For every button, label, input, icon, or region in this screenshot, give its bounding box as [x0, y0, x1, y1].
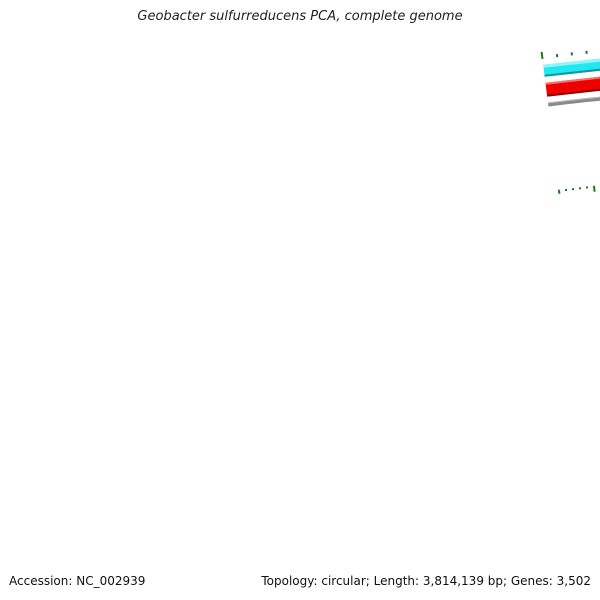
genome-title: Geobacter sulfurreducens PCA, complete g… — [137, 9, 463, 24]
gene-block-highlight — [543, 58, 600, 68]
scale-tick — [593, 185, 596, 192]
genome-summary-text: Topology: circular; Length: 3,814,139 bp… — [261, 574, 591, 588]
backbone — [547, 96, 600, 107]
gene-track — [543, 58, 600, 77]
outer-tick — [540, 51, 544, 60]
outer-ticks — [540, 50, 588, 60]
cds-arrow-shadow — [546, 88, 600, 97]
gene-block-shadow — [544, 68, 600, 77]
cds-arrow-highlight — [545, 76, 600, 85]
cds-track — [545, 76, 600, 97]
scale-tick — [557, 189, 561, 194]
accession-text: Accession: NC_002939 — [9, 574, 146, 588]
scale-ticks: 3617 kbp3618 kbp3619 kbp3620 kbp3621 kbp… — [557, 185, 596, 194]
